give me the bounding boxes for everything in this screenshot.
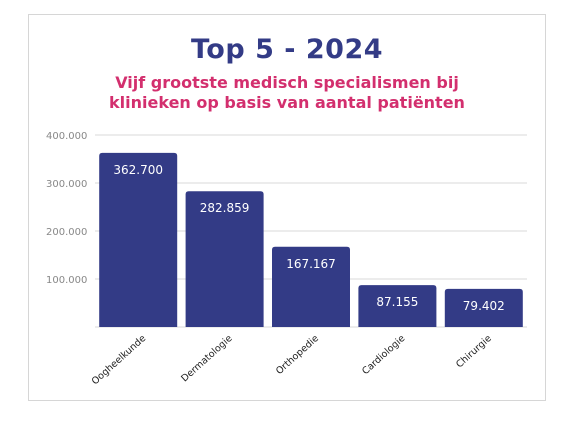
category-label: Chirurgie	[454, 333, 494, 370]
category-label: Orthopedie	[274, 333, 321, 377]
bar-value-label: 87.155	[376, 295, 418, 309]
y-tick-label: 200.000	[46, 227, 87, 238]
chart-card: Top 5 - 2024 Vijf grootste medisch speci…	[28, 14, 546, 401]
y-tick-label: 100.000	[46, 275, 87, 286]
bar	[99, 152, 178, 327]
chart-subtitle-line-2: klinieken op basis van aantal patiënten	[109, 93, 465, 112]
bar	[272, 246, 350, 327]
bar-value-label: 282.859	[200, 201, 250, 215]
bar	[185, 191, 264, 327]
bar-value-label: 167.167	[286, 257, 336, 271]
category-label: Oogheelkunde	[90, 333, 149, 387]
y-tick-label: 300.000	[46, 179, 87, 190]
bar-chart: 100.000 200.000 300.000 400.000 362.700 Ooghe…	[46, 131, 527, 387]
category-label: Dermatologie	[179, 333, 234, 384]
bar-value-label: 79.402	[463, 299, 505, 313]
category-label: Cardiologie	[360, 333, 407, 377]
bar	[444, 288, 523, 327]
chart-subtitle-line-1: Vijf grootste medisch specialismen bij	[115, 73, 459, 92]
y-tick-label: 400.000	[46, 131, 87, 142]
chart-title: Top 5 - 2024	[190, 34, 384, 65]
bar	[358, 285, 437, 327]
bar-value-label: 362.700	[113, 163, 163, 177]
chart-subtitle: Vijf grootste medisch specialismen bij k…	[29, 73, 545, 113]
